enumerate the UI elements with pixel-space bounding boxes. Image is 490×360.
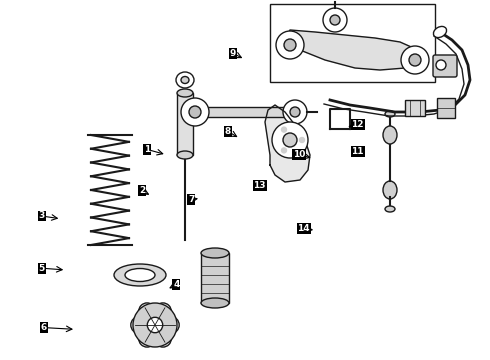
Text: 1: 1 bbox=[144, 145, 150, 154]
Circle shape bbox=[283, 100, 307, 124]
Text: 5: 5 bbox=[39, 264, 45, 273]
Circle shape bbox=[281, 127, 287, 132]
Ellipse shape bbox=[125, 269, 155, 282]
Bar bbox=[437, 98, 455, 118]
Circle shape bbox=[131, 317, 147, 333]
Ellipse shape bbox=[177, 151, 193, 159]
Circle shape bbox=[272, 122, 308, 158]
Text: 3: 3 bbox=[39, 211, 45, 220]
Text: 12: 12 bbox=[351, 120, 364, 129]
Circle shape bbox=[189, 106, 201, 118]
Polygon shape bbox=[285, 30, 418, 70]
Ellipse shape bbox=[201, 248, 229, 258]
Circle shape bbox=[139, 330, 155, 347]
Circle shape bbox=[436, 60, 446, 70]
Circle shape bbox=[323, 8, 347, 32]
Circle shape bbox=[284, 39, 296, 51]
Circle shape bbox=[281, 148, 287, 153]
Text: 7: 7 bbox=[188, 195, 195, 204]
Text: 6: 6 bbox=[41, 323, 47, 332]
Bar bbox=[195, 107, 295, 117]
Ellipse shape bbox=[383, 126, 397, 144]
Bar bbox=[270, 4, 435, 82]
Circle shape bbox=[276, 31, 304, 59]
Circle shape bbox=[401, 46, 429, 74]
Ellipse shape bbox=[385, 111, 395, 117]
Text: 4: 4 bbox=[173, 280, 180, 289]
Circle shape bbox=[290, 107, 300, 117]
Circle shape bbox=[283, 133, 297, 147]
Polygon shape bbox=[265, 105, 310, 182]
Circle shape bbox=[409, 54, 421, 66]
Circle shape bbox=[147, 317, 163, 333]
Ellipse shape bbox=[434, 26, 446, 37]
Text: 13: 13 bbox=[253, 181, 266, 190]
Circle shape bbox=[330, 15, 340, 25]
Circle shape bbox=[154, 303, 171, 320]
Bar bbox=[201, 253, 229, 303]
Bar bbox=[177, 93, 193, 155]
Circle shape bbox=[163, 317, 179, 333]
Text: 11: 11 bbox=[351, 147, 364, 156]
Text: 2: 2 bbox=[139, 186, 145, 195]
Text: 10: 10 bbox=[293, 150, 305, 159]
Circle shape bbox=[139, 303, 155, 320]
Ellipse shape bbox=[176, 72, 194, 88]
Circle shape bbox=[181, 98, 209, 126]
Text: 8: 8 bbox=[225, 127, 231, 136]
Ellipse shape bbox=[177, 89, 193, 97]
Text: 9: 9 bbox=[229, 49, 236, 58]
Circle shape bbox=[154, 330, 171, 347]
Ellipse shape bbox=[385, 206, 395, 212]
Ellipse shape bbox=[181, 77, 189, 84]
FancyBboxPatch shape bbox=[433, 55, 457, 77]
Circle shape bbox=[299, 138, 304, 143]
Ellipse shape bbox=[114, 264, 166, 286]
Ellipse shape bbox=[201, 298, 229, 308]
Text: 14: 14 bbox=[297, 224, 310, 233]
Circle shape bbox=[133, 303, 177, 347]
Bar bbox=[405, 100, 425, 116]
Ellipse shape bbox=[383, 181, 397, 199]
